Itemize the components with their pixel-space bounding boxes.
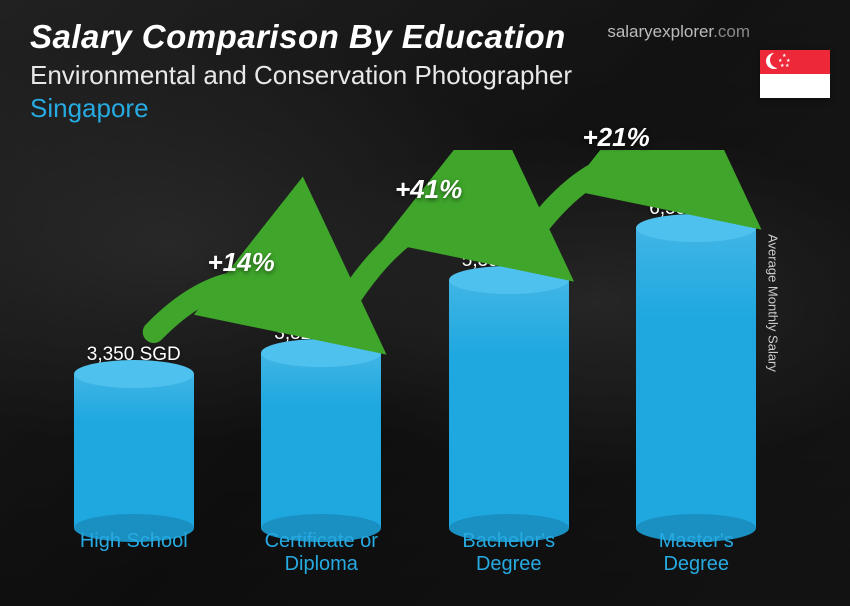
bars-container: 3,350 SGD 3,820 SGD 5,390 SGD 6,530 SGD — [40, 188, 790, 528]
chart-subtitle: Environmental and Conservation Photograp… — [30, 60, 820, 91]
bar-label: Certificate orDiploma — [228, 530, 416, 576]
bar — [261, 353, 381, 528]
increase-badge: +21% — [583, 122, 650, 153]
bar — [636, 228, 756, 528]
bar-group: 3,350 SGD — [40, 344, 228, 528]
brand-watermark: salaryexplorer.com — [607, 22, 750, 42]
bar-label: Master'sDegree — [603, 530, 791, 576]
bar — [449, 280, 569, 528]
bar-group: 5,390 SGD — [415, 250, 603, 528]
brand-name: salaryexplorer — [607, 22, 713, 41]
labels-container: High SchoolCertificate orDiplomaBachelor… — [40, 530, 790, 576]
y-axis-label: Average Monthly Salary — [766, 234, 781, 372]
bar-chart: 3,350 SGD 3,820 SGD 5,390 SGD 6,530 SGD … — [40, 150, 790, 576]
bar-label: Bachelor'sDegree — [415, 530, 603, 576]
chart-country: Singapore — [30, 93, 820, 124]
singapore-flag-icon: ★ ★ ★ ★ ★ — [760, 50, 830, 98]
increase-badge: +41% — [395, 174, 462, 205]
bar-group: 3,820 SGD — [228, 323, 416, 528]
bar — [74, 374, 194, 528]
increase-badge: +14% — [208, 247, 275, 278]
brand-tld: .com — [713, 22, 750, 41]
bar-label: High School — [40, 530, 228, 576]
bar-group: 6,530 SGD — [603, 198, 791, 528]
